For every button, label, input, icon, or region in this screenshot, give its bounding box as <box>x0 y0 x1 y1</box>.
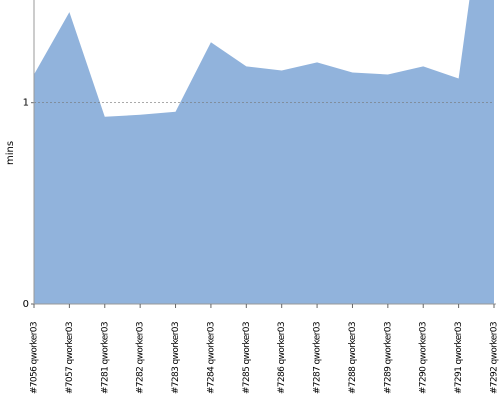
x-tick-label: #7281 qworker03 <box>100 322 110 394</box>
x-tick-label: #7290 qworker03 <box>419 322 429 394</box>
y-tick-label: 0 <box>23 299 29 310</box>
x-tick-label: #7283 qworker03 <box>171 322 181 394</box>
x-tick-label: #7286 qworker03 <box>277 322 287 394</box>
x-tick-label: #7291 qworker03 <box>454 322 464 394</box>
plot-area <box>34 0 494 304</box>
x-tick-label: #7057 qworker03 <box>65 322 75 394</box>
area <box>34 0 494 304</box>
y-axis-label: mins <box>5 141 16 165</box>
x-tick-label: #7282 qworker03 <box>136 322 146 394</box>
x-tick-label: #7289 qworker03 <box>383 322 393 394</box>
x-tick-label: #7287 qworker03 <box>313 322 323 394</box>
x-tick-label: #7288 qworker03 <box>348 322 358 394</box>
y-tick-label: 1 <box>23 98 29 109</box>
x-tick-label: #7284 qworker03 <box>206 322 216 394</box>
x-tick-label: #7292 qworker03 <box>490 322 500 394</box>
x-tick-label: #7285 qworker03 <box>242 322 252 394</box>
x-tick-label: #7056 qworker03 <box>30 322 40 394</box>
